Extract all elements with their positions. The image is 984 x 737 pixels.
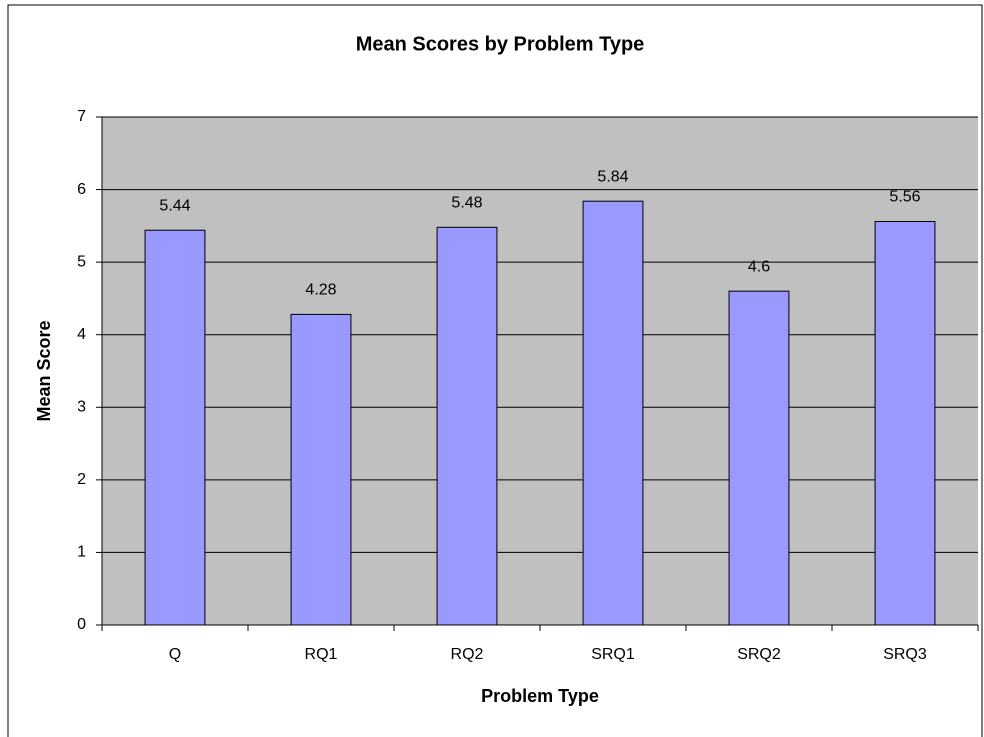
y-tick-label: 0 [77, 616, 86, 633]
bar [582, 200, 644, 626]
data-label: 4.28 [305, 282, 336, 299]
data-label: 5.84 [597, 168, 628, 185]
data-label: 4.6 [748, 258, 770, 275]
x-tick-label: SRQ1 [591, 646, 635, 663]
plot-area [102, 117, 978, 625]
x-tick-label: RQ1 [305, 646, 338, 663]
x-axis-label: Problem Type [481, 686, 599, 706]
y-tick-label: 5 [77, 253, 86, 270]
data-label: 5.56 [889, 189, 920, 206]
data-label: 5.48 [451, 195, 482, 212]
y-tick-label: 3 [77, 399, 86, 416]
bar [728, 290, 790, 626]
data-label: 5.44 [159, 197, 190, 214]
y-tick-label: 6 [77, 181, 86, 198]
y-tick-label: 1 [77, 544, 86, 561]
bar [144, 229, 206, 626]
x-tick-label: SRQ3 [883, 646, 927, 663]
y-tick-label: 2 [77, 471, 86, 488]
y-axis-label: Mean Score [34, 320, 54, 421]
bar [436, 226, 498, 626]
bar [290, 313, 352, 626]
y-tick-label: 4 [77, 326, 86, 343]
x-tick-label: Q [169, 646, 181, 663]
bar [874, 221, 936, 626]
y-tick-label: 7 [77, 108, 86, 125]
chart-title: Mean Scores by Problem Type [356, 33, 645, 55]
x-tick-label: RQ2 [451, 646, 484, 663]
x-tick-label: SRQ2 [737, 646, 781, 663]
